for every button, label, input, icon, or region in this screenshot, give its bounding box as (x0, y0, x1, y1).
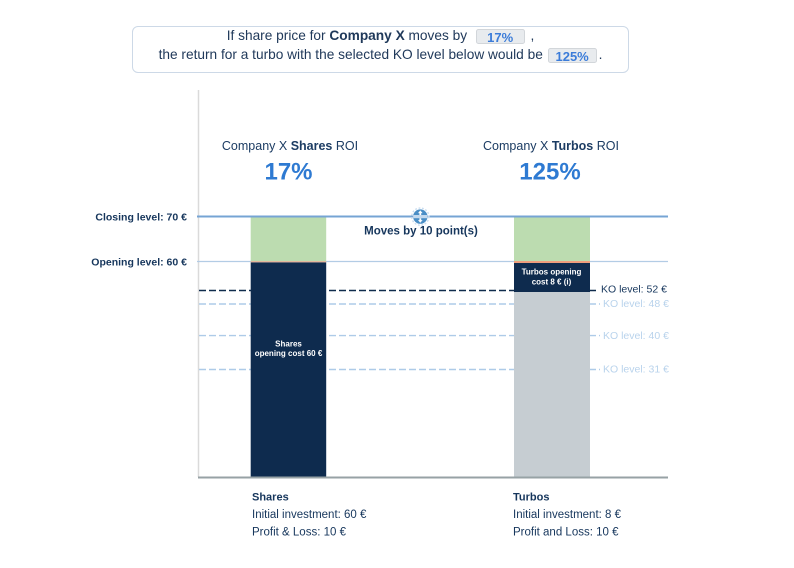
svg-text:KO level: 31 €: KO level: 31 € (603, 364, 669, 376)
svg-text:Profit & Loss: 10 €: Profit & Loss: 10 € (252, 527, 347, 539)
svg-text:Shares: Shares (252, 491, 289, 503)
svg-text:Profit and Loss: 10 €: Profit and Loss: 10 € (513, 527, 619, 539)
svg-text:Turbos opening: Turbos opening (522, 267, 582, 276)
svg-text:Company X Turbos ROI: Company X Turbos ROI (483, 139, 619, 153)
svg-text:125%: 125% (519, 159, 580, 186)
svg-text:opening cost 60 €: opening cost 60 € (255, 349, 323, 358)
svg-text:Shares: Shares (275, 340, 302, 349)
svg-text:Company X Shares ROI: Company X Shares ROI (222, 139, 358, 153)
svg-text:Closing level: 70 €: Closing level: 70 € (95, 211, 187, 223)
svg-text:Initial investment: 60 €: Initial investment: 60 € (252, 509, 367, 521)
svg-text:KO level: 52 €: KO level: 52 € (601, 283, 667, 295)
svg-text:Turbos: Turbos (513, 491, 549, 503)
svg-text:Opening level: 60 €: Opening level: 60 € (91, 256, 187, 268)
svg-text:KO level: 48 €: KO level: 48 € (603, 298, 669, 310)
svg-text:Moves by 10 point(s): Moves by 10 point(s) (364, 226, 478, 238)
svg-text:KO level: 40 €: KO level: 40 € (603, 330, 669, 342)
svg-text:17%: 17% (264, 159, 312, 186)
svg-text:Initial investment: 8 €: Initial investment: 8 € (513, 509, 622, 521)
svg-text:cost 8 € (i): cost 8 € (i) (532, 278, 572, 287)
